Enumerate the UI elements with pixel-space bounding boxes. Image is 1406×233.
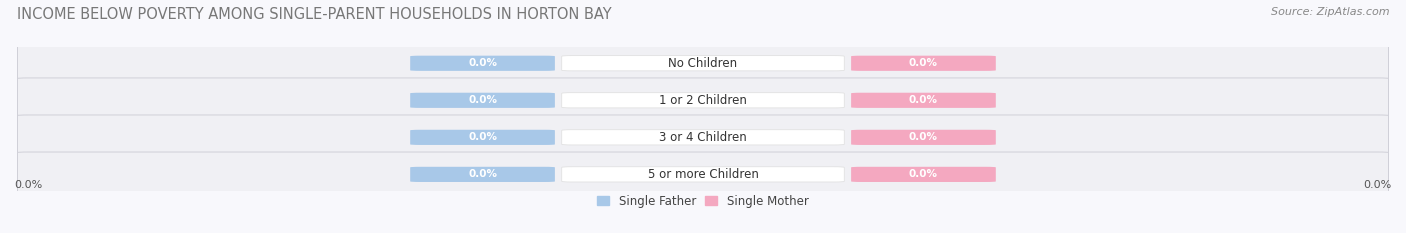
FancyBboxPatch shape	[562, 56, 844, 71]
Text: 3 or 4 Children: 3 or 4 Children	[659, 131, 747, 144]
FancyBboxPatch shape	[851, 167, 995, 182]
FancyBboxPatch shape	[411, 130, 555, 145]
FancyBboxPatch shape	[851, 56, 995, 71]
FancyBboxPatch shape	[411, 56, 555, 71]
Text: No Children: No Children	[668, 57, 738, 70]
Text: 0.0%: 0.0%	[908, 58, 938, 68]
FancyBboxPatch shape	[17, 78, 1389, 123]
Text: 0.0%: 0.0%	[468, 58, 498, 68]
FancyBboxPatch shape	[17, 115, 1389, 160]
FancyBboxPatch shape	[411, 93, 555, 108]
Text: 5 or more Children: 5 or more Children	[648, 168, 758, 181]
Text: 0.0%: 0.0%	[468, 132, 498, 142]
Text: 0.0%: 0.0%	[908, 132, 938, 142]
Text: Source: ZipAtlas.com: Source: ZipAtlas.com	[1271, 7, 1389, 17]
FancyBboxPatch shape	[411, 167, 555, 182]
Text: INCOME BELOW POVERTY AMONG SINGLE-PARENT HOUSEHOLDS IN HORTON BAY: INCOME BELOW POVERTY AMONG SINGLE-PARENT…	[17, 7, 612, 22]
Text: 0.0%: 0.0%	[1364, 180, 1392, 190]
Text: 1 or 2 Children: 1 or 2 Children	[659, 94, 747, 107]
Text: 0.0%: 0.0%	[908, 95, 938, 105]
Legend: Single Father, Single Mother: Single Father, Single Mother	[593, 191, 813, 211]
Text: 0.0%: 0.0%	[468, 95, 498, 105]
Text: 0.0%: 0.0%	[908, 169, 938, 179]
Text: 0.0%: 0.0%	[468, 169, 498, 179]
FancyBboxPatch shape	[17, 41, 1389, 86]
FancyBboxPatch shape	[851, 93, 995, 108]
FancyBboxPatch shape	[17, 152, 1389, 197]
FancyBboxPatch shape	[562, 167, 844, 182]
FancyBboxPatch shape	[562, 130, 844, 145]
FancyBboxPatch shape	[851, 130, 995, 145]
Text: 0.0%: 0.0%	[14, 180, 42, 190]
FancyBboxPatch shape	[562, 93, 844, 108]
